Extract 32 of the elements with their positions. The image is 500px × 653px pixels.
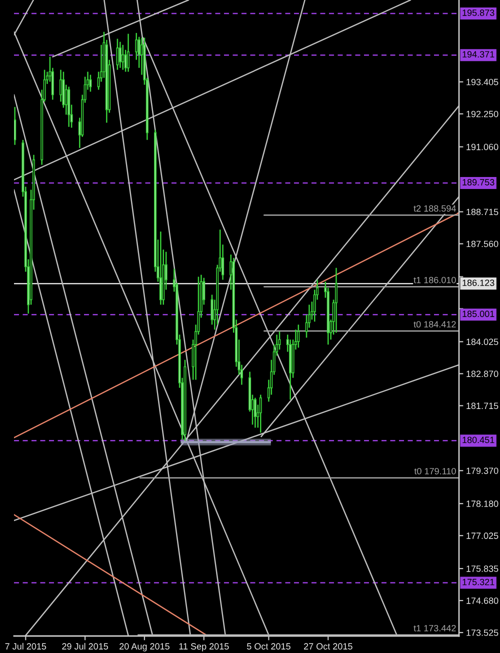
y-tick-label: 179.370 [466, 468, 498, 474]
ref-line-label: 186.123 [462, 280, 494, 286]
series-label: t0 179.110 [414, 468, 456, 474]
y-tick-label: 192.250 [466, 110, 498, 118]
y-tick-label: 182.870 [466, 370, 498, 378]
y-tick-label: 187.560 [466, 240, 498, 248]
y-tick-label: 177.025 [466, 532, 498, 539]
x-tick-label: 27 Oct 2015 [304, 643, 352, 650]
y-tick-label: 178.180 [466, 500, 498, 507]
x-tick-label: 7 Jul 2015 [5, 642, 46, 650]
y-tick-label: 175.835 [466, 566, 498, 572]
series-label: t1 186.010 [414, 276, 456, 284]
ref-line-label: 195.873 [462, 10, 494, 16]
y-tick-label: 193.405 [466, 78, 498, 86]
x-tick-label: 11 Sep 2015 [179, 643, 229, 652]
x-tick-label: 20 Aug 2015 [120, 643, 170, 652]
y-tick-label: 173.525 [466, 630, 498, 636]
ref-line-label: 189.753 [462, 179, 494, 186]
series-label: t1 173.442 [414, 624, 456, 632]
ref-line-label: 175.321 [462, 578, 494, 586]
series-label: t2 188.594 [414, 205, 456, 212]
y-tick-label: 188.715 [466, 208, 498, 216]
y-tick-label: 184.025 [466, 338, 498, 346]
series-label: t0 184.412 [414, 321, 456, 328]
ref-line-label: 180.451 [462, 436, 494, 444]
y-tick-label: 174.680 [466, 598, 498, 604]
y-tick-label: 181.715 [466, 402, 498, 410]
ref-line-label: 194.371 [462, 51, 494, 58]
y-tick-label: 191.060 [466, 144, 498, 150]
x-tick-label: 29 Jul 2015 [62, 642, 108, 650]
x-tick-label: 5 Oct 2015 [246, 643, 290, 650]
ref-line-label: 185.001 [462, 310, 494, 318]
